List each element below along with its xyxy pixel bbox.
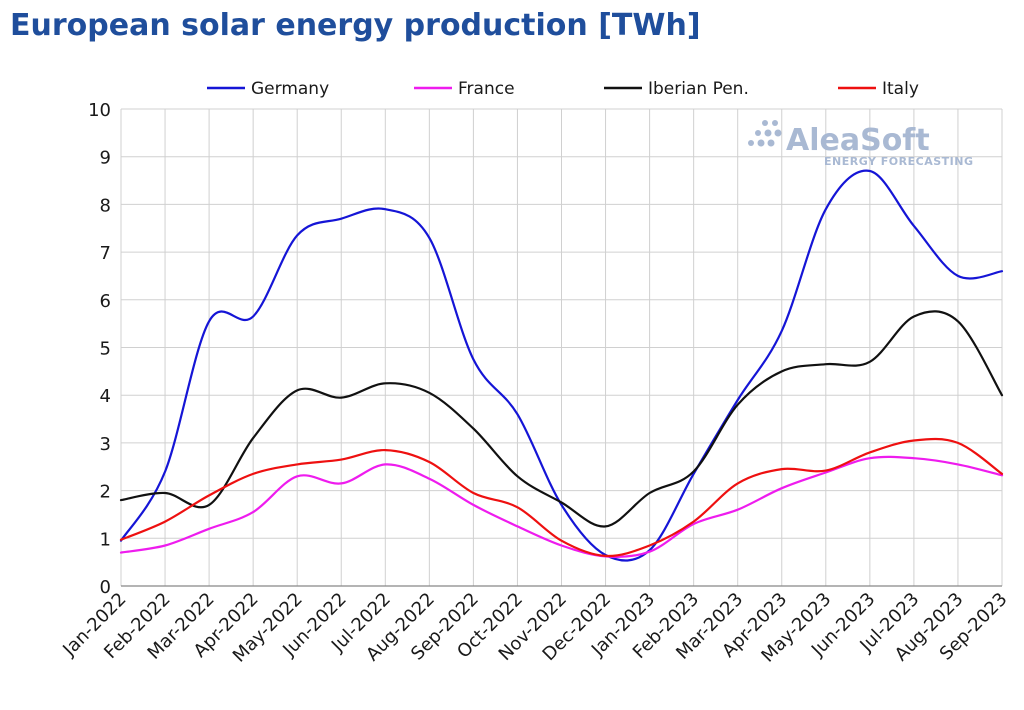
y-tick-label: 2: [100, 482, 111, 503]
y-tick-label: 3: [100, 434, 111, 455]
series-lines: [119, 169, 1004, 562]
chart-title: European solar energy production [TWh]: [10, 8, 701, 43]
y-tick-label: 8: [100, 195, 111, 216]
y-tick-label: 5: [100, 339, 111, 360]
y-tick-label: 7: [100, 243, 111, 264]
y-tick-label: 0: [100, 577, 111, 598]
series-line-germany: [119, 169, 1004, 562]
watermark-brand: AleaSoft: [786, 123, 930, 158]
series-line-france: [119, 455, 1004, 558]
y-tick-label: 9: [100, 148, 111, 169]
series-line-italy: [119, 437, 1004, 558]
series-line-iberian-pen: [119, 310, 1004, 528]
y-axis-ticks: 0 1 2 3 4 5 6 7 8 9 10: [88, 100, 111, 598]
x-axis-ticks: Jan-2022Feb-2022Mar-2022Apr-2022May-2022…: [58, 589, 1011, 667]
watermark-tagline: ENERGY FORECASTING: [824, 155, 973, 168]
y-tick-label: 1: [100, 529, 111, 550]
aleasoft-logo-dots-icon: [748, 120, 782, 147]
y-tick-label: 10: [88, 100, 111, 121]
grid-lines: [120, 108, 1003, 587]
y-tick-label: 6: [100, 291, 111, 312]
aleasoft-watermark: AleaSoft ENERGY FORECASTING: [748, 120, 973, 168]
legend-label-germany: Germany: [251, 79, 329, 99]
legend: Germany France Iberian Pen. Italy: [207, 79, 919, 99]
legend-label-france: France: [458, 79, 515, 99]
legend-label-iberian-pen: Iberian Pen.: [648, 79, 749, 99]
legend-label-italy: Italy: [882, 79, 919, 99]
y-tick-label: 4: [100, 386, 111, 407]
